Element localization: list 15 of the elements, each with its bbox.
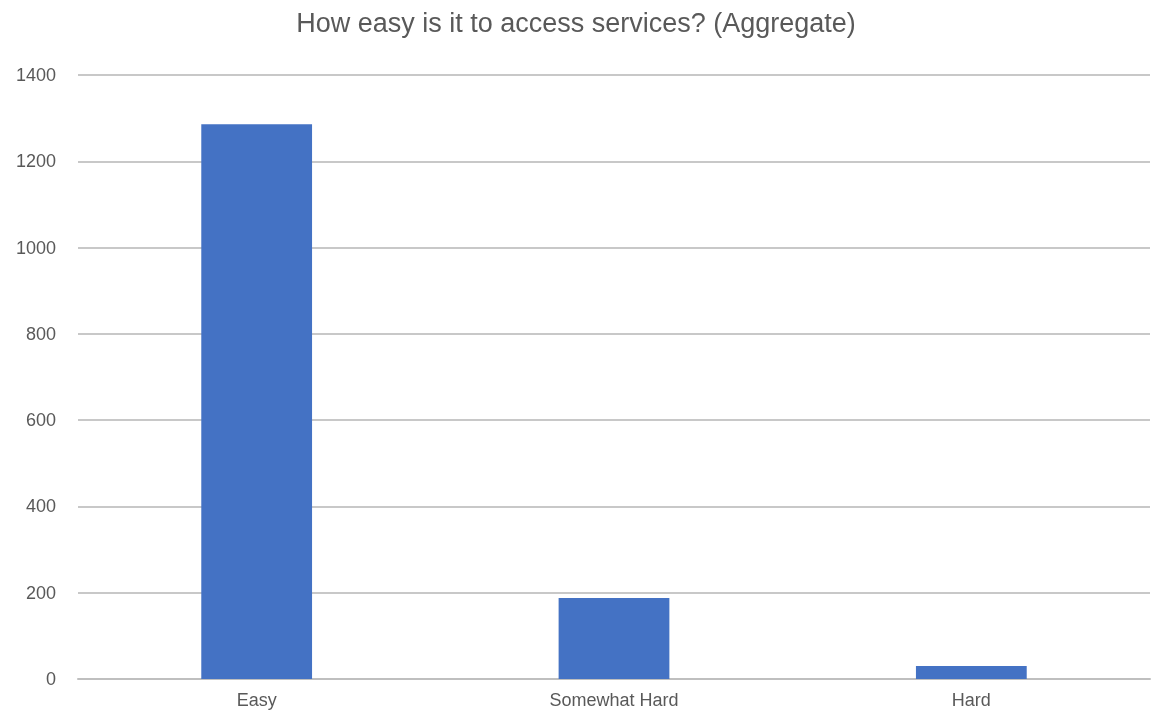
x-tick-label: Hard [951,690,991,710]
y-tick-label: 800 [25,323,56,344]
bar [915,666,1027,679]
x-tick-label: Easy [236,690,277,710]
bar [201,124,313,679]
y-tick-label: 0 [45,669,56,689]
y-tick-label: 200 [25,582,56,603]
chart-title: How easy is it to access services? (Aggregate) [296,7,856,38]
bar [558,597,670,679]
x-tick-label: Somewhat Hard [549,690,679,710]
y-tick-label: 1200 [15,151,56,172]
y-tick-label: 1400 [15,65,56,85]
y-tick-label: 1000 [15,237,56,258]
y-tick-label: 400 [25,496,56,517]
y-tick-label: 600 [25,410,56,431]
